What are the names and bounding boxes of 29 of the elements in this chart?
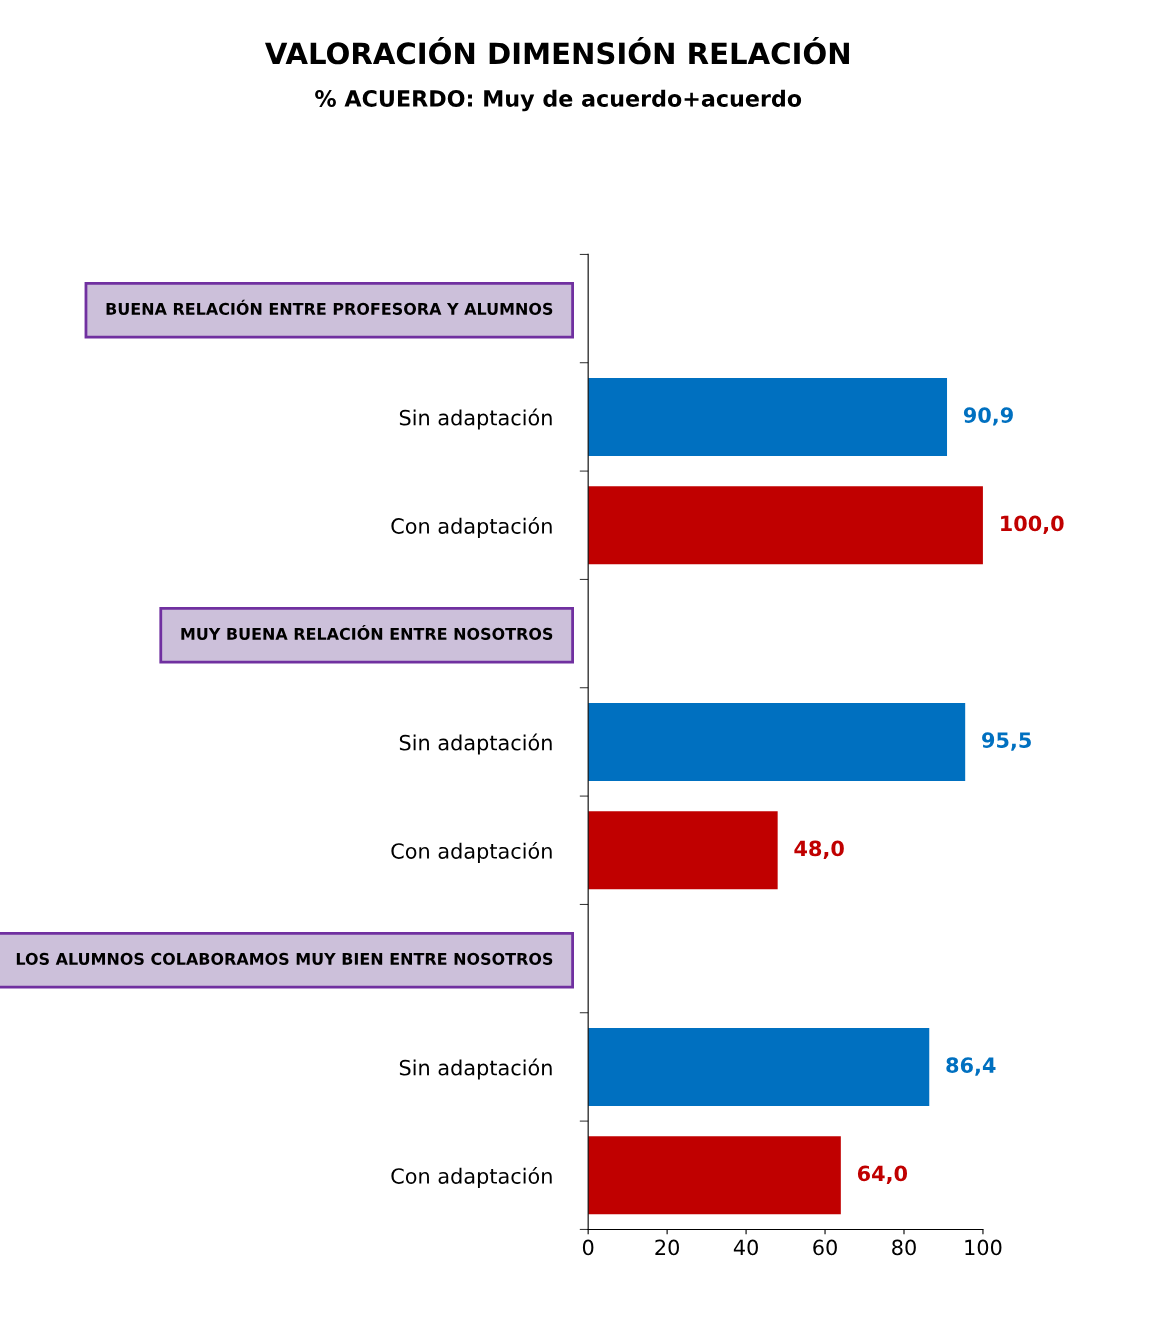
data-label: 95,5: [982, 732, 1031, 751]
y-tick-label: LOS ALUMNOS COLABORAMOS MUY BIEN ENTRE NOSOTROS: [16, 952, 553, 965]
bar: [588, 1027, 930, 1106]
x-tick-label: 80: [892, 1239, 916, 1256]
x-tick-label: 40: [733, 1239, 758, 1256]
x-tick-label: 20: [655, 1239, 679, 1256]
y-tick-label: Sin adaptación: [399, 733, 552, 755]
x-tick-label: 100: [965, 1239, 1002, 1256]
data-label: 64,0: [857, 1165, 908, 1184]
data-label: 86,4: [946, 1057, 996, 1076]
y-tick-label: Sin adaptación: [399, 408, 552, 430]
y-tick-label: MUY BUENA RELACIÓN ENTRE NOSOTROS: [181, 624, 553, 640]
y-tick-label: Sin adaptación: [399, 1058, 552, 1080]
data-label: 90,9: [963, 407, 1013, 426]
x-tick-label: 60: [813, 1239, 837, 1256]
bar: [588, 377, 948, 456]
chart-subtitle: % ACUERDO: Muy de acuerdo+acuerdo: [315, 89, 802, 112]
bar: [588, 1136, 841, 1215]
bar: [588, 486, 983, 565]
y-tick-label: Con adaptación: [391, 1166, 552, 1188]
y-tick-label: Con adaptación: [391, 516, 552, 538]
y-tick-label: BUENA RELACIÓN ENTRE PROFESORA Y ALUMNOS: [106, 299, 553, 315]
x-tick-label: 0: [582, 1239, 594, 1256]
bar: [588, 702, 966, 781]
chart-title: VALORACIÓN DIMENSIÓN RELACIÓN: [264, 36, 849, 65]
y-tick-label: Con adaptación: [391, 841, 552, 863]
data-label: 100,0: [1001, 515, 1064, 534]
bar: [588, 811, 778, 890]
data-label: 48,0: [794, 840, 844, 859]
